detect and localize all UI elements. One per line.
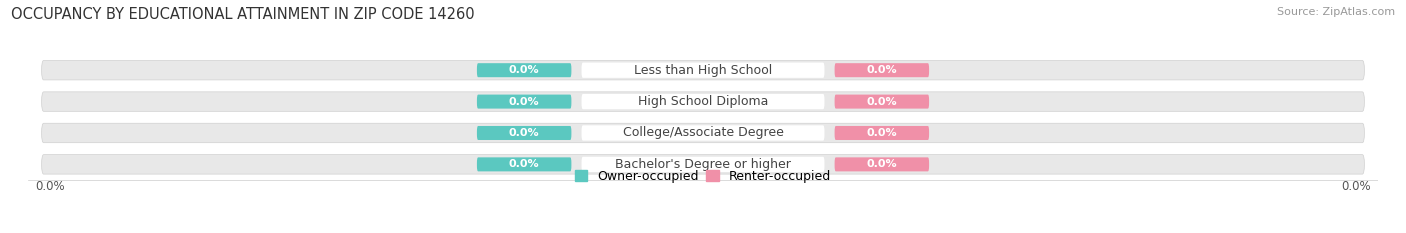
Text: OCCUPANCY BY EDUCATIONAL ATTAINMENT IN ZIP CODE 14260: OCCUPANCY BY EDUCATIONAL ATTAINMENT IN Z…	[11, 7, 475, 22]
FancyBboxPatch shape	[42, 92, 1364, 111]
FancyBboxPatch shape	[582, 125, 824, 141]
FancyBboxPatch shape	[835, 126, 929, 140]
Text: Source: ZipAtlas.com: Source: ZipAtlas.com	[1277, 7, 1395, 17]
FancyBboxPatch shape	[477, 126, 571, 140]
Text: 0.0%: 0.0%	[1341, 181, 1371, 193]
Text: College/Associate Degree: College/Associate Degree	[623, 127, 783, 140]
FancyBboxPatch shape	[42, 155, 1364, 174]
Text: 0.0%: 0.0%	[866, 65, 897, 75]
Text: Bachelor's Degree or higher: Bachelor's Degree or higher	[614, 158, 792, 171]
Text: 0.0%: 0.0%	[509, 97, 540, 106]
Text: 0.0%: 0.0%	[509, 159, 540, 169]
Text: High School Diploma: High School Diploma	[638, 95, 768, 108]
FancyBboxPatch shape	[835, 157, 929, 171]
FancyBboxPatch shape	[42, 60, 1364, 80]
FancyBboxPatch shape	[582, 62, 824, 78]
Text: 0.0%: 0.0%	[866, 128, 897, 138]
Legend: Owner-occupied, Renter-occupied: Owner-occupied, Renter-occupied	[569, 165, 837, 188]
FancyBboxPatch shape	[477, 157, 571, 171]
Text: 0.0%: 0.0%	[509, 128, 540, 138]
Text: 0.0%: 0.0%	[866, 159, 897, 169]
FancyBboxPatch shape	[582, 157, 824, 172]
FancyBboxPatch shape	[835, 63, 929, 77]
Text: Less than High School: Less than High School	[634, 64, 772, 77]
Text: 0.0%: 0.0%	[35, 181, 65, 193]
FancyBboxPatch shape	[477, 63, 571, 77]
Text: 0.0%: 0.0%	[866, 97, 897, 106]
FancyBboxPatch shape	[477, 95, 571, 109]
FancyBboxPatch shape	[582, 94, 824, 109]
Text: 0.0%: 0.0%	[509, 65, 540, 75]
FancyBboxPatch shape	[835, 95, 929, 109]
FancyBboxPatch shape	[42, 123, 1364, 143]
